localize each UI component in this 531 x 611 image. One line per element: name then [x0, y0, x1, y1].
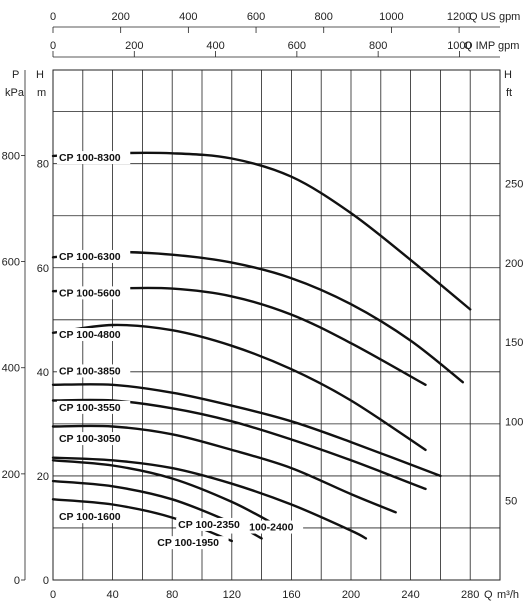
imp-gpm-tick-label: 800 — [369, 40, 387, 52]
curve-cp-100-3550 — [51, 398, 427, 491]
x-tick-label: 280 — [461, 589, 479, 601]
curve-label-cp-100-5600: CP 100-5600 — [59, 287, 121, 299]
m-tick-label: 40 — [37, 367, 49, 379]
us-gpm-tick-label: 800 — [315, 11, 333, 23]
curve-label-cp-100-6300: CP 100-6300 — [59, 251, 121, 263]
us-gpm-tick-label: 1000 — [379, 11, 403, 23]
curve-label-bg — [56, 328, 131, 342]
x-tick-label: 80 — [166, 589, 178, 601]
us-gpm-axis-title: Q US gpm — [469, 11, 520, 23]
curve-label-bg — [56, 151, 131, 165]
curve-label-bg — [56, 510, 131, 524]
x-tick-label: 40 — [106, 589, 118, 601]
curve-label-cp-100-1950: CP 100-1950 — [157, 537, 219, 549]
plot-frame — [52, 69, 501, 581]
ft-tick-label: 150 — [505, 337, 523, 349]
curve-cp-100-3850 — [51, 383, 442, 478]
us-gpm-tick-label: 600 — [247, 11, 265, 23]
x-tick-label: 0 — [50, 589, 56, 601]
kpa-tick-label: 600 — [2, 257, 20, 269]
curve-label-cp-100-3050: CP 100-3050 — [59, 433, 121, 445]
curve-cp-100-3050 — [51, 424, 397, 514]
m-tick-label: 80 — [37, 159, 49, 171]
x-tick-label: 120 — [223, 589, 241, 601]
us-gpm-tick-label: 0 — [50, 11, 56, 23]
kpa-axis-title: P — [12, 69, 19, 81]
ft-axis-unit: ft — [506, 87, 512, 99]
x-tick-label: 240 — [401, 589, 419, 601]
curve-label-bg — [56, 432, 131, 446]
x-tick-label: 200 — [342, 589, 360, 601]
ft-tick-label: 100 — [505, 416, 523, 428]
curve-label-bg — [176, 517, 250, 531]
imp-gpm-tick-label: 200 — [125, 40, 143, 52]
curve-label-cp-100-1600: CP 100-1600 — [59, 511, 121, 523]
ft-tick-label: 200 — [505, 258, 523, 270]
us-gpm-tick-label: 400 — [179, 11, 197, 23]
m-axis-title: H — [36, 69, 44, 81]
ft-axis-title: H — [504, 69, 512, 81]
x-axis-title: Q — [484, 589, 493, 601]
curve-cp-100-1600 — [51, 498, 233, 543]
curve-label-cp-100-3550: CP 100-3550 — [59, 402, 121, 414]
curve-label-cp-100-4800: CP 100-4800 — [59, 329, 121, 341]
m-tick-label: 60 — [37, 263, 49, 275]
curve-cp-100-6300 — [51, 250, 464, 384]
curve-cp-100-4800 — [51, 323, 427, 452]
curve-label-bg — [155, 536, 229, 550]
curve-cp-100-2350 — [51, 459, 278, 527]
kpa-tick-label: 0 — [14, 575, 20, 587]
curve-label-cp-100-8300: CP 100-8300 — [59, 152, 121, 164]
kpa-tick-label: 800 — [2, 150, 20, 162]
curve-label-bg — [56, 249, 131, 263]
m-tick-label: 20 — [37, 471, 49, 483]
ft-tick-label: 50 — [505, 496, 517, 508]
m-tick-label: 0 — [43, 575, 49, 587]
curve-cp-100-2400 — [51, 456, 368, 540]
imp-gpm-tick-label: 1000 — [447, 40, 471, 52]
x-axis-unit: m³/h — [497, 589, 519, 601]
ft-tick-label: 250 — [505, 178, 523, 190]
imp-gpm-tick-label: 400 — [206, 40, 224, 52]
curve-label-cp-100-3850: CP 100-3850 — [59, 365, 121, 377]
curve-label-bg — [56, 364, 131, 378]
curve-label-bg — [56, 400, 131, 414]
curve-label-bg — [56, 286, 131, 300]
m-axis-unit: m — [37, 87, 46, 99]
kpa-tick-label: 400 — [2, 363, 20, 375]
imp-gpm-tick-label: 0 — [50, 40, 56, 52]
us-gpm-tick-label: 200 — [112, 11, 130, 23]
imp-gpm-axis-title: Q IMP gpm — [464, 40, 519, 52]
us-gpm-tick-label: 1200 — [447, 11, 471, 23]
kpa-tick-label: 200 — [2, 469, 20, 481]
kpa-axis-unit: kPa — [5, 87, 25, 99]
x-tick-label: 160 — [282, 589, 300, 601]
curve-label-cp-100-2350: CP 100-2350 — [178, 519, 240, 531]
imp-gpm-tick-label: 600 — [288, 40, 306, 52]
